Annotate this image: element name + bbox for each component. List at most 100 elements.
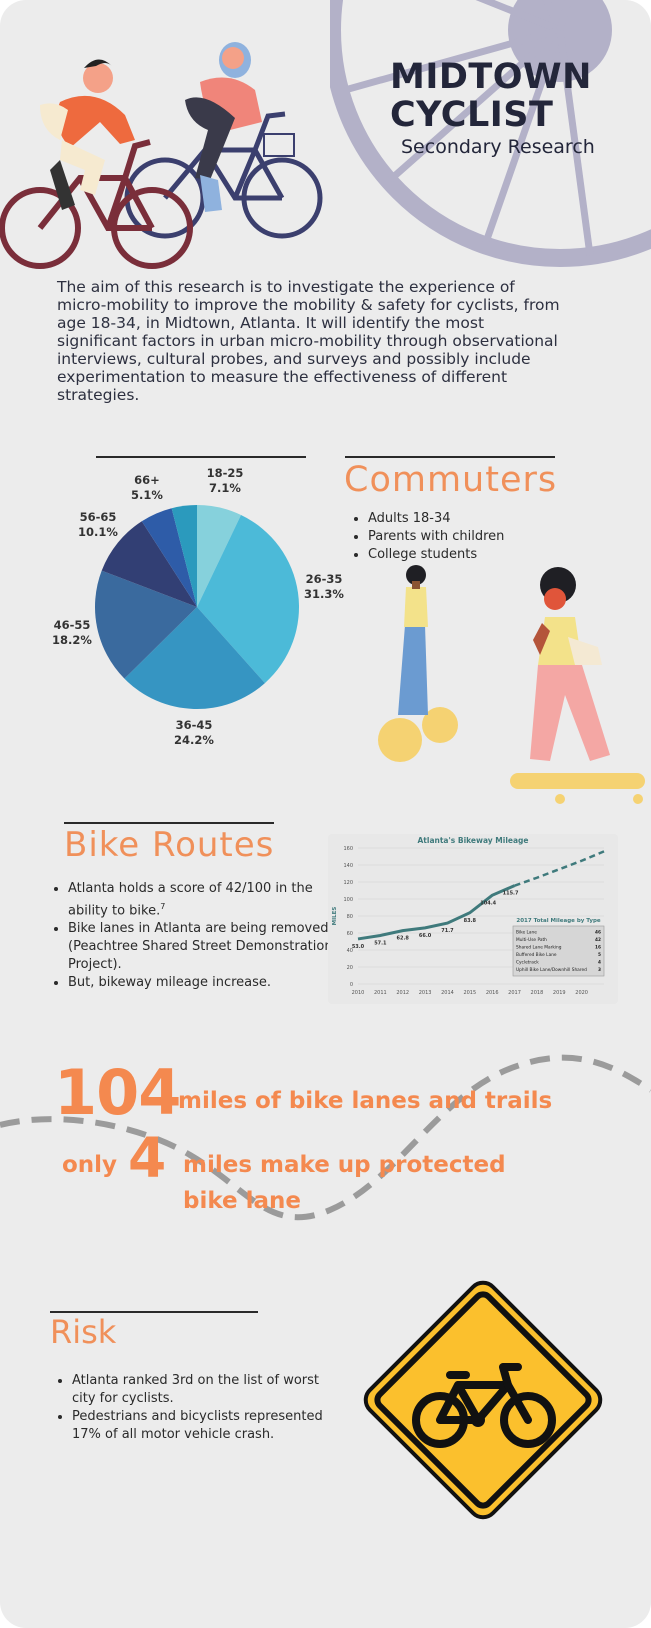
pie-slice-18-25 [197, 505, 242, 607]
pie-label-26-35: 26-35 [305, 572, 343, 586]
pie-label-66-plus: 66+ [134, 473, 160, 487]
legend-row-label: Shared Lane Marking [516, 945, 562, 951]
divider-line [96, 456, 306, 458]
pie-slice-56-65 [101, 521, 197, 607]
pie-slice-46-55 [94, 570, 197, 679]
legend-row-label: Multi-Use Path [516, 937, 547, 943]
x-tick-label: 2015 [463, 990, 476, 996]
pie-value-46-55: 18.2% [52, 633, 92, 647]
pie-value-56-65: 10.1% [78, 525, 118, 539]
legend-row-label: Buffered Bike Lane [516, 952, 557, 958]
data-label: 104.4 [480, 900, 496, 906]
pie-slice-36-45 [124, 607, 265, 709]
legend-row-value: 4 [598, 960, 601, 966]
chart-title: Atlanta's Bikeway Mileage [417, 836, 528, 845]
y-axis-label: MILES [332, 907, 338, 926]
pie-label-36-45: 36-45 [175, 718, 213, 732]
list-item: Bike lanes in Atlanta are being removed … [68, 920, 336, 974]
dashed-road-line [0, 1054, 651, 1221]
y-tick-label: 20 [347, 965, 353, 971]
x-tick-label: 2012 [396, 990, 409, 996]
x-tick-label: 2010 [352, 990, 365, 996]
y-tick-label: 120 [343, 880, 353, 886]
bicycle-warning-sign-icon [363, 1280, 603, 1520]
page-subtitle: Secondary Research [401, 136, 595, 158]
risk-list: Atlanta ranked 3rd on the list of worst … [54, 1372, 342, 1444]
y-tick-label: 160 [343, 846, 353, 852]
pie-label-18-25: 18-25 [206, 466, 244, 480]
legend-row-label: Bike Lane [516, 930, 537, 936]
pie-slice-26-35 [197, 514, 299, 684]
bike-routes-heading: Bike Routes [64, 825, 275, 865]
pie-value-36-45: 24.2% [174, 733, 214, 747]
projection-line [514, 850, 605, 887]
bikeway-mileage-chart: Atlanta's Bikeway Mileage 0 20 40 60 80 100 120… [332, 836, 605, 996]
stat-4-text-line2: bike lane [183, 1188, 302, 1214]
pie-slice-66-plus [141, 508, 197, 607]
pie-label-56-65: 56-65 [79, 510, 117, 524]
legend-row-value: 5 [598, 952, 601, 958]
list-item: But, bikeway mileage increase. [68, 974, 336, 992]
commuters-list: Adults 18-34 Parents with children Colle… [350, 510, 598, 564]
legend-row-value: 42 [595, 937, 601, 943]
data-label: 83.8 [464, 918, 477, 924]
legend-row-value: 46 [595, 930, 601, 936]
wheel-illustration [330, 0, 651, 267]
y-tick-label: 140 [343, 863, 353, 869]
data-label: 115.7 [503, 891, 519, 897]
legend-row-label: Cycletrack [516, 960, 539, 966]
x-tick-label: 2018 [531, 990, 544, 996]
list-item: Parents with children [368, 528, 598, 546]
mileage-line [357, 884, 516, 941]
stat-4-number: 4 [128, 1126, 167, 1190]
risk-heading: Risk [50, 1313, 117, 1351]
bikeway-mileage-chart-panel: Atlanta's Bikeway Mileage 0 20 40 60 80 100 120… [328, 834, 618, 1004]
page-title-line2: CYCLIST [390, 95, 554, 135]
list-item: Adults 18-34 [368, 510, 598, 528]
x-tick-label: 2013 [419, 990, 432, 996]
y-tick-label: 100 [343, 897, 353, 903]
stat-only-prefix: only [62, 1152, 118, 1178]
divider-line [64, 822, 274, 824]
x-tick-label: 2020 [575, 990, 588, 996]
commuters-heading: Commuters [344, 460, 558, 500]
y-tick-label: 80 [347, 914, 353, 920]
pie-slice-unlabeled [171, 505, 197, 607]
y-tick-label: 60 [347, 931, 353, 937]
list-item: Pedestrians and bicyclists represented 1… [72, 1408, 342, 1444]
y-tick-label: 0 [350, 982, 353, 988]
stat-4-text-line1: miles make up protected [183, 1152, 506, 1178]
list-item: Atlanta ranked 3rd on the list of worst … [72, 1372, 342, 1408]
x-tick-label: 2017 [508, 990, 521, 996]
divider-line [50, 1311, 258, 1313]
x-tick-label: 2019 [553, 990, 566, 996]
data-label: 71.7 [441, 928, 454, 934]
legend-title: 2017 Total Mileage by Type [516, 918, 600, 924]
legend-row-label: Uphill Bike Lane/Downhill Shared [516, 967, 587, 973]
data-label: 62.8 [397, 936, 410, 942]
commuter-illustrations [378, 565, 645, 804]
x-tick-label: 2016 [486, 990, 499, 996]
intro-paragraph: The aim of this research is to investiga… [57, 278, 560, 404]
pie-value-66-plus: 5.1% [131, 488, 163, 502]
list-item: College students [368, 546, 598, 564]
stat-104-number: 104 [54, 1056, 181, 1129]
legend-box [512, 925, 605, 977]
cyclists-illustration [0, 42, 323, 269]
stat-104-text: miles of bike lanes and trails [178, 1088, 553, 1114]
pie-label-46-55: 46-55 [53, 618, 91, 632]
footnote-marker: 7 [160, 902, 166, 911]
age-pie-chart [94, 505, 299, 709]
data-label: 66.0 [419, 933, 432, 939]
page-title-line1: MIDTOWN [390, 57, 592, 97]
list-item: Atlanta holds a score of 42/100 in the a… [68, 880, 336, 920]
legend-row-value: 3 [598, 967, 601, 973]
x-tick-label: 2014 [441, 990, 454, 996]
pie-value-18-25: 7.1% [209, 481, 241, 495]
pie-value-26-35: 31.3% [304, 587, 344, 601]
divider-line [345, 456, 555, 458]
legend-row-value: 16 [595, 945, 601, 951]
data-label: 53.0 [352, 944, 365, 950]
data-label: 57.1 [374, 940, 387, 946]
